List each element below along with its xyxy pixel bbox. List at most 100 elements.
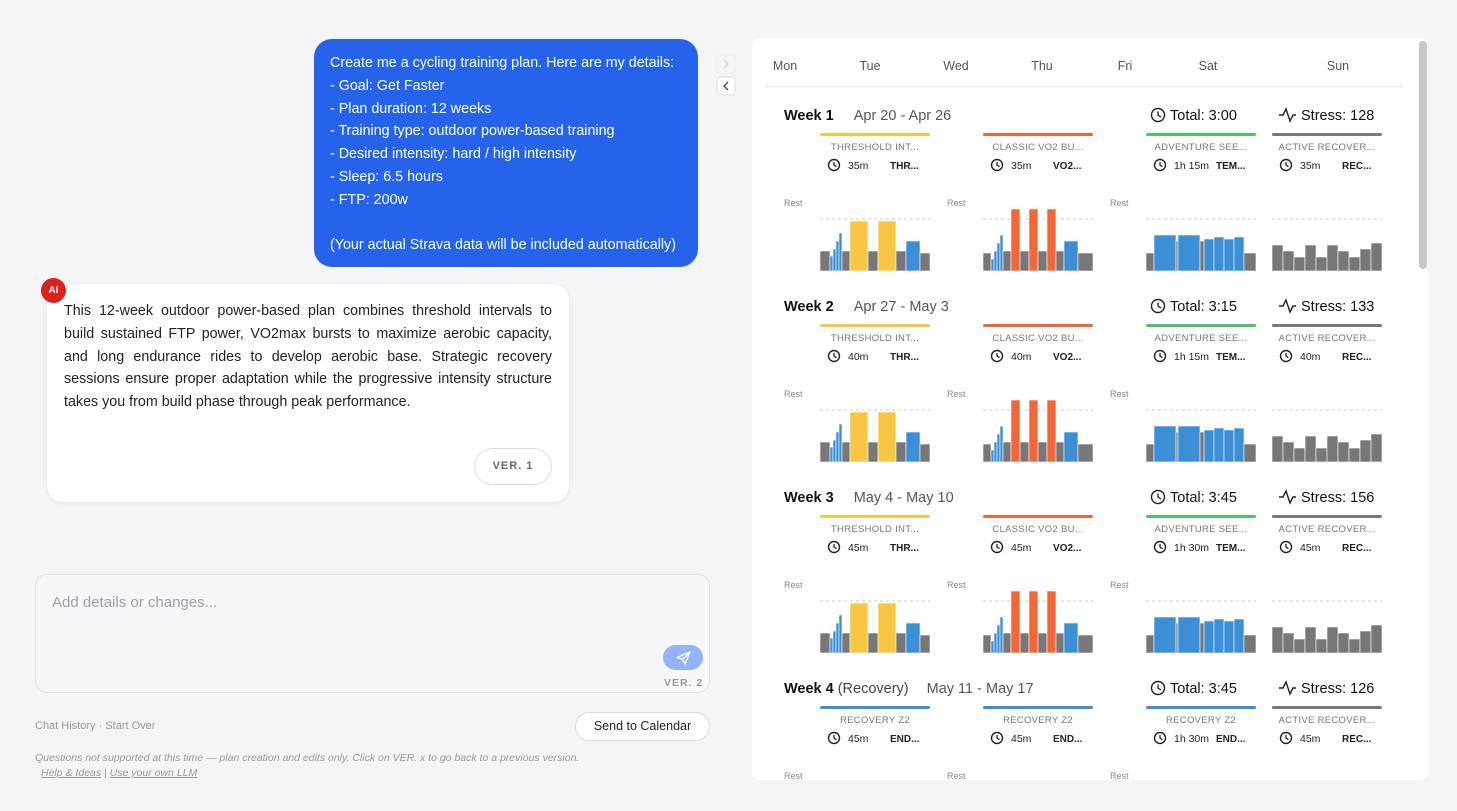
- workout-type: REC...: [1342, 734, 1372, 745]
- workout-type: THR...: [890, 543, 919, 554]
- workout-segment: [1145, 634, 1155, 654]
- clock-icon: [1153, 349, 1167, 363]
- workout-segment: [1271, 626, 1284, 654]
- workout-segment: [1293, 447, 1306, 463]
- workout-segment: [1028, 208, 1039, 272]
- workout-segment: [829, 446, 834, 463]
- help-link[interactable]: Help & Ideas: [41, 767, 102, 779]
- week-note: (Recovery): [838, 681, 909, 697]
- workout-segment: [1233, 618, 1245, 654]
- calendar: Mon Tue Wed Thu Fri Sat Sun Week 1 Apr 20 - Apr …: [765, 41, 1427, 780]
- workout-title: ACTIVE RECOVER...: [1279, 333, 1376, 344]
- workout-bar: [1272, 706, 1382, 709]
- week-total: Total: 3:45: [1170, 490, 1237, 506]
- workout-segment: [1055, 250, 1065, 272]
- week-stress: Stress: 133: [1301, 299, 1374, 315]
- workout-segment: [819, 441, 831, 463]
- send-to-calendar[interactable]: Send to Calendar: [575, 712, 710, 741]
- panel-toggles[interactable]: [716, 54, 736, 98]
- workout-segment: [905, 240, 921, 272]
- workout-title: THRESHOLD INT...: [831, 524, 919, 535]
- workout-segment: [1175, 240, 1179, 272]
- scrollbar[interactable]: [1419, 41, 1427, 269]
- workout-segment: [1315, 447, 1328, 463]
- stress-icon: [1279, 298, 1296, 314]
- workout-segment: [1153, 234, 1177, 272]
- week-total: Total: 3:15: [1170, 299, 1237, 315]
- workout-segment: [1055, 441, 1065, 463]
- workout-segment: [1063, 622, 1079, 654]
- rest-label: Rest: [947, 771, 966, 780]
- send-button[interactable]: [663, 645, 703, 670]
- workout-bar: [1146, 515, 1256, 518]
- workout-segment: [982, 443, 992, 463]
- workout-segment: [1177, 425, 1201, 463]
- clock-icon: [1153, 731, 1167, 745]
- day-header: Sun: [1327, 59, 1349, 73]
- ai-badge: AI: [41, 278, 66, 303]
- collapse-icon: [723, 81, 729, 91]
- workout-segment: [841, 250, 851, 272]
- week-heading: Week 4 (Recovery) May 11 - May 17: [784, 681, 1034, 697]
- version-button[interactable]: VER. 1: [474, 448, 552, 485]
- start-over-link[interactable]: Start Over: [105, 720, 156, 732]
- workout-duration: 45m: [1300, 542, 1321, 554]
- workout-segment: [905, 431, 921, 463]
- workout-title: RECOVERY Z2: [1003, 715, 1073, 726]
- workout-segment: [999, 234, 1004, 272]
- workout-segment: [1028, 590, 1039, 654]
- workout-duration: 40m: [1300, 351, 1321, 363]
- week-label: Week 1: [784, 108, 834, 124]
- composer-version: VER. 2: [664, 677, 704, 689]
- week-stress: Stress: 156: [1301, 490, 1374, 506]
- user-note: (Your actual Strava data will be include…: [330, 237, 676, 254]
- workout-type: TEM...: [1216, 543, 1246, 554]
- workout-bar: [983, 706, 1093, 709]
- workout-segment: [832, 630, 837, 654]
- own-llm-link[interactable]: Use your own LLM: [109, 767, 198, 779]
- workout-type: REC...: [1342, 352, 1372, 363]
- workout-duration: 45m: [1011, 542, 1032, 554]
- workout-segment: [1010, 590, 1021, 654]
- workout-segment: [996, 624, 1001, 654]
- collapse-button[interactable]: [716, 76, 736, 96]
- workout-segment: [835, 622, 840, 654]
- workout-bar: [820, 324, 930, 327]
- workout-duration: 35m: [848, 160, 869, 172]
- week-label: Week 4: [784, 681, 834, 697]
- workout-segment: [1326, 626, 1339, 654]
- workout-bar: [1272, 515, 1382, 518]
- clock-hand: [1159, 161, 1163, 168]
- workout-segment: [877, 220, 897, 272]
- rest-label: Rest: [1110, 198, 1129, 208]
- clock-icon: [1279, 540, 1293, 554]
- workout-segment: [1213, 427, 1225, 463]
- clock-hand: [1157, 684, 1162, 691]
- workout-segment: [1348, 447, 1361, 463]
- workout-segment: [1233, 427, 1245, 463]
- workout-segment: [1337, 441, 1350, 463]
- clock-icon: [1153, 540, 1167, 554]
- composer[interactable]: [35, 574, 710, 693]
- expand-button[interactable]: [716, 54, 736, 74]
- workout-segment: [895, 632, 907, 654]
- workout-segment: [999, 425, 1004, 463]
- workout-segment: [982, 634, 992, 654]
- workout-duration: 1h 30m: [1174, 542, 1209, 554]
- workout-segment: [832, 248, 837, 272]
- send-icon: [676, 651, 691, 665]
- chat-history-link[interactable]: Chat History: [35, 720, 96, 732]
- workout-segment: [1019, 250, 1030, 272]
- workout-segment: [1077, 443, 1094, 463]
- workout-segment: [867, 441, 879, 463]
- composer-placeholder: Add details or changes...: [52, 594, 218, 611]
- workout-segment: [835, 240, 840, 272]
- rest-label: Rest: [947, 580, 966, 590]
- week-dates: May 11 - May 17: [927, 681, 1034, 697]
- workout-segment: [1037, 441, 1048, 463]
- day-header: Fri: [1118, 59, 1133, 73]
- workout-segment: [990, 258, 995, 272]
- workout-title: ADVENTURE SEE...: [1155, 142, 1248, 153]
- user-line: - Sleep: 6.5 hours: [330, 168, 443, 185]
- clock-icon: [1279, 731, 1293, 745]
